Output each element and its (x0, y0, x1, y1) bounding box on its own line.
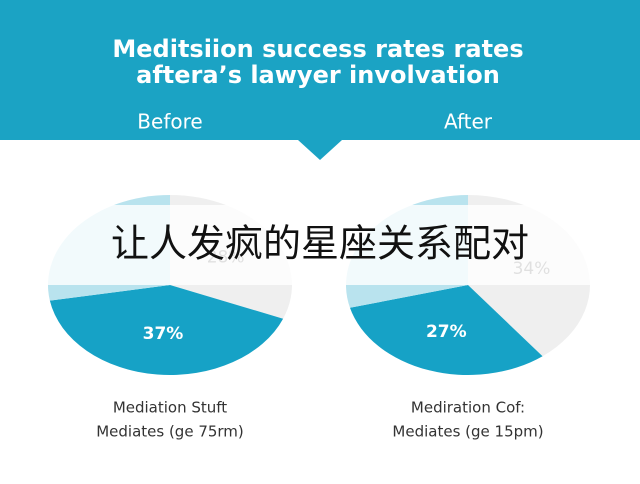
caption-line: Mediration Cof: (411, 399, 525, 417)
slice-label: 27% (426, 322, 467, 342)
panel-title: After (444, 110, 493, 134)
header-pointer (298, 140, 342, 160)
header-band (0, 0, 640, 140)
watermark: 让人发疯的星座关系配对 (111, 222, 529, 266)
caption-line: Mediates (ge 75rm) (96, 423, 244, 441)
watermark-band (48, 205, 592, 285)
caption-line: Mediation Stuft (113, 399, 227, 417)
pie-slice (49, 285, 284, 375)
panel-title: Before (137, 110, 202, 134)
caption-line: Mediates (ge 15pm) (392, 423, 543, 441)
title-line: aftera’s lawyer involvation (136, 61, 500, 89)
pie-slice (349, 285, 543, 375)
title-line: Meditsiion success rates rates (112, 35, 523, 63)
slice-label: 37% (143, 324, 184, 344)
